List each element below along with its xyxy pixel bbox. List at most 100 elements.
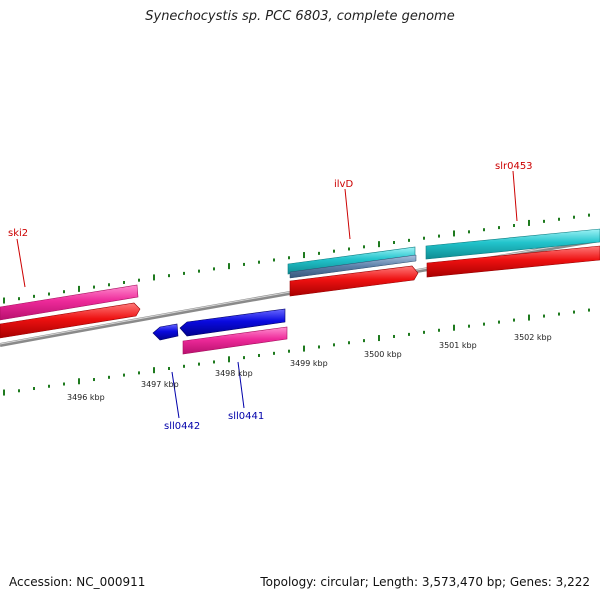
forward-strand-minor-tick xyxy=(363,245,365,249)
sll0441-leader-line xyxy=(237,361,245,409)
ruler-label-3497: 3497 kbp xyxy=(141,380,179,389)
reverse-strand-minor-tick xyxy=(498,320,500,324)
forward-strand-minor-tick xyxy=(63,290,65,294)
forward-strand-minor-tick xyxy=(168,274,170,278)
forward-strand-major-tick xyxy=(78,285,80,292)
reverse-strand-minor-tick xyxy=(393,334,395,338)
reverse-strand-minor-tick xyxy=(243,356,245,360)
reverse-strand-minor-tick xyxy=(423,330,425,334)
accession-label: Accession: NC_000911 xyxy=(9,575,146,589)
forward-strand-minor-tick xyxy=(393,241,395,245)
reverse-strand-minor-tick xyxy=(93,378,95,382)
ruler-label-3499: 3499 kbp xyxy=(290,359,328,368)
reverse-strand-minor-tick xyxy=(318,345,320,349)
ruler-label-3502: 3502 kbp xyxy=(514,333,552,342)
forward-strand-minor-tick xyxy=(468,230,470,234)
ilvD-cds-arrow[interactable] xyxy=(289,265,419,297)
reverse-strand-major-tick xyxy=(378,335,380,342)
reverse-strand-major-tick xyxy=(528,314,530,321)
gene-label-ilvD[interactable]: ilvD xyxy=(334,179,353,190)
forward-strand-ticks xyxy=(3,213,590,304)
reverse-strand-minor-tick xyxy=(258,353,260,357)
forward-strand-minor-tick xyxy=(408,238,410,242)
forward-strand-minor-tick xyxy=(93,285,95,289)
reverse-strand-minor-tick xyxy=(513,318,515,322)
reverse-strand-minor-tick xyxy=(363,339,365,343)
reverse-strand-minor-tick xyxy=(48,384,50,388)
reverse-strand-minor-tick xyxy=(573,310,575,314)
forward-strand-minor-tick xyxy=(198,269,200,273)
forward-strand-minor-tick xyxy=(498,226,500,230)
forward-strand-major-tick xyxy=(303,252,305,259)
reverse-strand-major-tick xyxy=(78,378,80,385)
forward-strand-minor-tick xyxy=(348,247,350,251)
forward-strand-minor-tick xyxy=(318,251,320,255)
forward-strand-minor-tick xyxy=(243,262,245,266)
forward-strand-minor-tick xyxy=(423,236,425,240)
ruler-label-3498: 3498 kbp xyxy=(215,369,253,378)
gene-label-slr0453[interactable]: slr0453 xyxy=(495,161,533,172)
reverse-strand-minor-tick xyxy=(183,364,185,368)
forward-strand-minor-tick xyxy=(33,294,35,298)
reverse-strand-minor-tick xyxy=(168,366,170,370)
reverse-strand-minor-tick xyxy=(483,322,485,326)
sll0441-gene-bar[interactable] xyxy=(182,326,288,355)
reverse-strand-minor-tick xyxy=(108,375,110,379)
slr0453-cds-bar[interactable] xyxy=(426,245,600,278)
forward-strand-minor-tick xyxy=(288,256,290,260)
forward-strand-minor-tick xyxy=(483,228,485,232)
reverse-strand-minor-tick xyxy=(198,362,200,366)
forward-strand-minor-tick xyxy=(513,224,515,228)
forward-strand-minor-tick xyxy=(258,260,260,264)
sll0441-cds-arrow[interactable] xyxy=(179,308,286,337)
forward-strand-minor-tick xyxy=(48,292,50,296)
forward-strand-minor-tick xyxy=(543,219,545,223)
forward-strand-minor-tick xyxy=(108,283,110,287)
gene-label-sll0442[interactable]: sll0442 xyxy=(164,421,200,432)
forward-strand-minor-tick xyxy=(183,271,185,275)
forward-strand-minor-tick xyxy=(438,234,440,238)
reverse-strand-minor-tick xyxy=(543,314,545,318)
reverse-strand-minor-tick xyxy=(333,343,335,347)
sll0442-cds-arrow[interactable] xyxy=(152,323,179,341)
reverse-strand-major-tick xyxy=(228,356,230,363)
page-title: Synechocystis sp. PCC 6803, complete gen… xyxy=(145,9,455,24)
gene-label-ski2[interactable]: ski2 xyxy=(8,228,28,239)
reverse-strand-minor-tick xyxy=(468,324,470,328)
reverse-strand-minor-tick xyxy=(348,341,350,345)
reverse-strand-minor-tick xyxy=(213,360,215,364)
forward-strand-major-tick xyxy=(3,297,5,304)
reverse-strand-ticks xyxy=(3,308,590,396)
slr0453-leader-line xyxy=(512,170,518,222)
ski2-gene-bar[interactable] xyxy=(0,284,139,321)
reverse-strand-major-tick xyxy=(3,389,5,396)
reverse-strand-minor-tick xyxy=(138,371,140,375)
ilvD-leader-line xyxy=(344,188,351,240)
slr0453-gene-bar[interactable] xyxy=(425,228,600,260)
reverse-strand-minor-tick xyxy=(558,312,560,316)
reverse-strand-major-tick xyxy=(303,345,305,352)
forward-strand-major-tick xyxy=(453,230,455,237)
reverse-strand-minor-tick xyxy=(273,351,275,355)
ruler-label-3496: 3496 kbp xyxy=(67,393,105,402)
reverse-strand-minor-tick xyxy=(438,328,440,332)
forward-strand-minor-tick xyxy=(138,278,140,282)
forward-strand-major-tick xyxy=(528,219,530,226)
ski2-cds-arrow[interactable] xyxy=(0,302,141,339)
ilvD-secondary-bar[interactable] xyxy=(289,254,417,279)
genome-info-label: Topology: circular; Length: 3,573,470 bp… xyxy=(260,575,590,589)
forward-strand-minor-tick xyxy=(588,213,590,217)
forward-strand-minor-tick xyxy=(273,258,275,262)
forward-strand-minor-tick xyxy=(213,267,215,271)
forward-strand-minor-tick xyxy=(558,217,560,221)
ruler-label-3500: 3500 kbp xyxy=(364,350,402,359)
gene-label-sll0441[interactable]: sll0441 xyxy=(228,411,264,422)
forward-strand-minor-tick xyxy=(123,280,125,284)
reverse-strand-minor-tick xyxy=(33,387,35,391)
forward-strand-major-tick xyxy=(378,241,380,248)
sll0442-leader-line xyxy=(171,371,180,419)
forward-strand-major-tick xyxy=(153,274,155,281)
reverse-strand-minor-tick xyxy=(63,382,65,386)
